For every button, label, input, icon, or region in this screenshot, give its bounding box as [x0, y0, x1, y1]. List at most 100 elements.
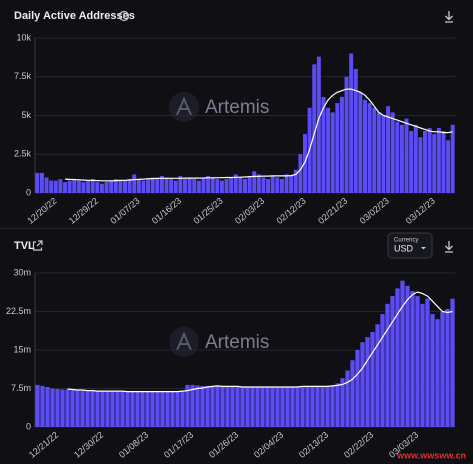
bar — [289, 175, 294, 193]
chart-title: Daily Active Addresses — [14, 10, 135, 22]
bar — [205, 385, 210, 427]
bar — [250, 386, 255, 427]
bar — [440, 311, 445, 427]
bar — [240, 386, 245, 427]
bar — [326, 107, 331, 193]
y-tick-label: 22.5m — [6, 306, 31, 316]
bar — [335, 103, 340, 193]
bar — [132, 174, 137, 193]
bar — [76, 180, 81, 193]
currency-value: USD — [394, 243, 414, 253]
bar — [65, 389, 70, 427]
bar — [256, 174, 261, 193]
download-icon[interactable] — [445, 241, 453, 253]
bar — [220, 386, 225, 427]
bar — [95, 391, 100, 427]
bar — [321, 96, 326, 193]
bar — [293, 169, 298, 193]
bar — [150, 391, 155, 427]
bar — [410, 290, 415, 427]
bar — [372, 107, 377, 193]
bar — [355, 350, 360, 427]
bar — [45, 386, 50, 427]
bar — [275, 386, 280, 427]
bar — [349, 53, 354, 193]
chart-panel: TVL Currency USD Artemis www.wwsww.cn 0 7… — [0, 228, 473, 464]
bar — [310, 386, 315, 427]
bar — [60, 389, 65, 427]
bar — [229, 177, 234, 193]
bar — [420, 303, 425, 427]
bar — [345, 370, 350, 427]
bar — [436, 127, 441, 193]
bar — [265, 386, 270, 427]
bar — [367, 103, 372, 193]
bar — [427, 127, 432, 193]
bar — [358, 92, 363, 193]
bar — [350, 360, 355, 427]
bar — [75, 390, 80, 427]
bar — [325, 385, 330, 427]
bar — [290, 386, 295, 427]
bar — [252, 171, 257, 193]
bar — [233, 174, 238, 193]
bar — [315, 385, 320, 427]
bar — [39, 172, 44, 193]
bar — [210, 386, 215, 427]
bar — [53, 180, 58, 193]
external-link-icon[interactable] — [32, 240, 43, 251]
bar — [85, 390, 90, 427]
bar — [375, 324, 380, 427]
bar — [300, 386, 305, 427]
bar — [118, 180, 123, 193]
bar — [159, 175, 164, 193]
bar — [425, 298, 430, 427]
bar — [105, 391, 110, 427]
bar — [215, 386, 220, 427]
bar — [165, 391, 170, 427]
bar — [200, 385, 205, 427]
bar — [175, 391, 180, 427]
y-tick-label: 0 — [26, 187, 31, 197]
bar — [415, 296, 420, 427]
bar — [435, 319, 440, 427]
bar — [224, 179, 229, 193]
currency-select[interactable]: Currency USD — [387, 232, 433, 259]
y-tick-label: 0 — [26, 421, 31, 431]
y-tick-label: 10k — [16, 32, 31, 42]
bar — [376, 112, 381, 193]
bar — [180, 390, 185, 427]
bar — [185, 384, 190, 427]
bar — [390, 112, 395, 193]
bar — [196, 180, 201, 193]
info-icon[interactable] — [118, 10, 130, 22]
y-tick-label: 15m — [13, 344, 31, 354]
bar — [344, 76, 349, 193]
bar — [109, 180, 114, 193]
bar — [169, 179, 174, 193]
bar — [192, 179, 197, 193]
bar — [95, 182, 100, 193]
bar — [413, 124, 418, 193]
bar — [235, 386, 240, 427]
moving-average-line — [67, 291, 453, 393]
watermark-logo — [169, 327, 199, 357]
download-icon[interactable] — [445, 11, 453, 23]
bar — [55, 389, 60, 427]
bar — [370, 332, 375, 427]
bar — [160, 391, 165, 427]
bar — [58, 179, 63, 193]
bar — [127, 179, 132, 193]
bar — [155, 179, 160, 193]
bar — [405, 285, 410, 427]
bar — [123, 180, 127, 193]
bar — [115, 391, 120, 427]
bar — [303, 134, 307, 193]
y-tick-label: 2.5k — [14, 149, 32, 159]
bar — [86, 180, 91, 193]
bar — [230, 386, 235, 427]
bar — [363, 100, 367, 193]
bar — [155, 391, 160, 427]
bar — [335, 383, 340, 427]
